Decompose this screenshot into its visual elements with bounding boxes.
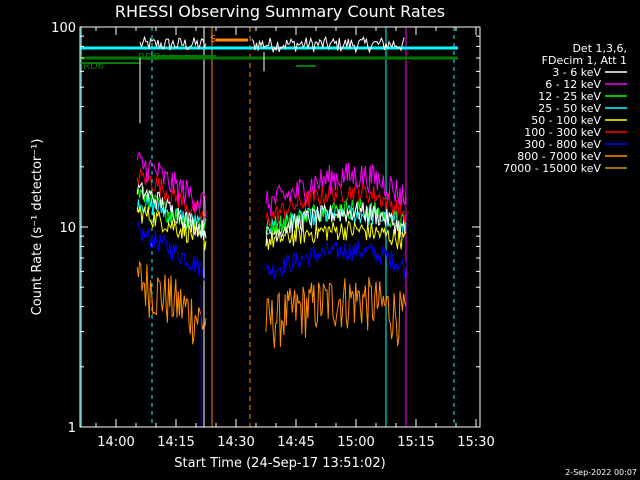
legend-label-1: 6 - 12 keV: [545, 78, 601, 91]
y-axis: 1 10 100: [51, 21, 480, 436]
legend-label-3: 25 - 50 keV: [538, 102, 601, 115]
legend-label-2: 12 - 25 keV: [538, 90, 601, 103]
x-tick-label: 14:15: [157, 435, 194, 450]
series-50-100-kev: [136, 205, 207, 251]
rd6-label: RD6: [83, 61, 104, 72]
legend-label-6: 300 - 800 keV: [524, 138, 601, 151]
series-50-100-kev: [265, 220, 407, 250]
x-tick-label: 14:45: [277, 435, 314, 450]
x-tick-label: 15:15: [397, 435, 434, 450]
series-12-25-kev: [136, 186, 207, 231]
x-tick-label: 15:00: [337, 435, 374, 450]
y-axis-label: Count Rate (s⁻¹ detector⁻¹): [30, 139, 45, 316]
legend-header-line-1: Det 1,3,6,: [572, 42, 627, 55]
series-3-6-kev-high-band: [251, 35, 405, 54]
legend-label-8: 7000 - 15000 keV: [503, 162, 601, 175]
x-axis: 14:00 14:15 14:30 14:45 15:00 15:15 15:30: [95, 27, 495, 450]
series-3-6-kev-high-band: [139, 35, 207, 51]
series-100-300-kev: [265, 181, 407, 226]
rdc-label: RDC: [138, 52, 160, 63]
plot-area: RDC RD6 S: [80, 27, 458, 427]
series-6-12-kev: [265, 163, 407, 216]
legend-label-4: 50 - 100 keV: [531, 114, 601, 127]
legend-label-0: 3 - 6 keV: [552, 66, 601, 79]
chart-title: RHESSI Observing Summary Count Rates: [115, 2, 445, 21]
s-label: S: [210, 34, 216, 45]
y-tick-label: 1: [68, 421, 76, 436]
x-tick-label: 15:30: [457, 435, 494, 450]
generated-timestamp: 2-Sep-2022 00:07: [565, 468, 637, 477]
series-25-50-kev: [136, 194, 207, 237]
series-300-800-kev: [265, 240, 407, 280]
y-tick-label: 100: [51, 21, 76, 36]
series-3-6-kev: [265, 202, 407, 247]
legend-header-line-2: FDecim 1, Att 1: [542, 54, 627, 67]
y-tick-label: 10: [59, 221, 76, 236]
series-6-12-kev: [136, 152, 207, 217]
legend-label-7: 800 - 7000 keV: [517, 150, 601, 163]
series-300-800-kev: [136, 220, 207, 282]
series-800-7000-kev: [136, 260, 207, 345]
x-tick-label: 14:00: [97, 435, 134, 450]
x-axis-label: Start Time (24-Sep-17 13:51:02): [174, 456, 385, 471]
x-tick-label: 14:30: [217, 435, 254, 450]
legend-label-5: 100 - 300 keV: [524, 126, 601, 139]
series-800-7000-kev: [265, 276, 407, 349]
series-3-6-kev: [136, 181, 207, 241]
